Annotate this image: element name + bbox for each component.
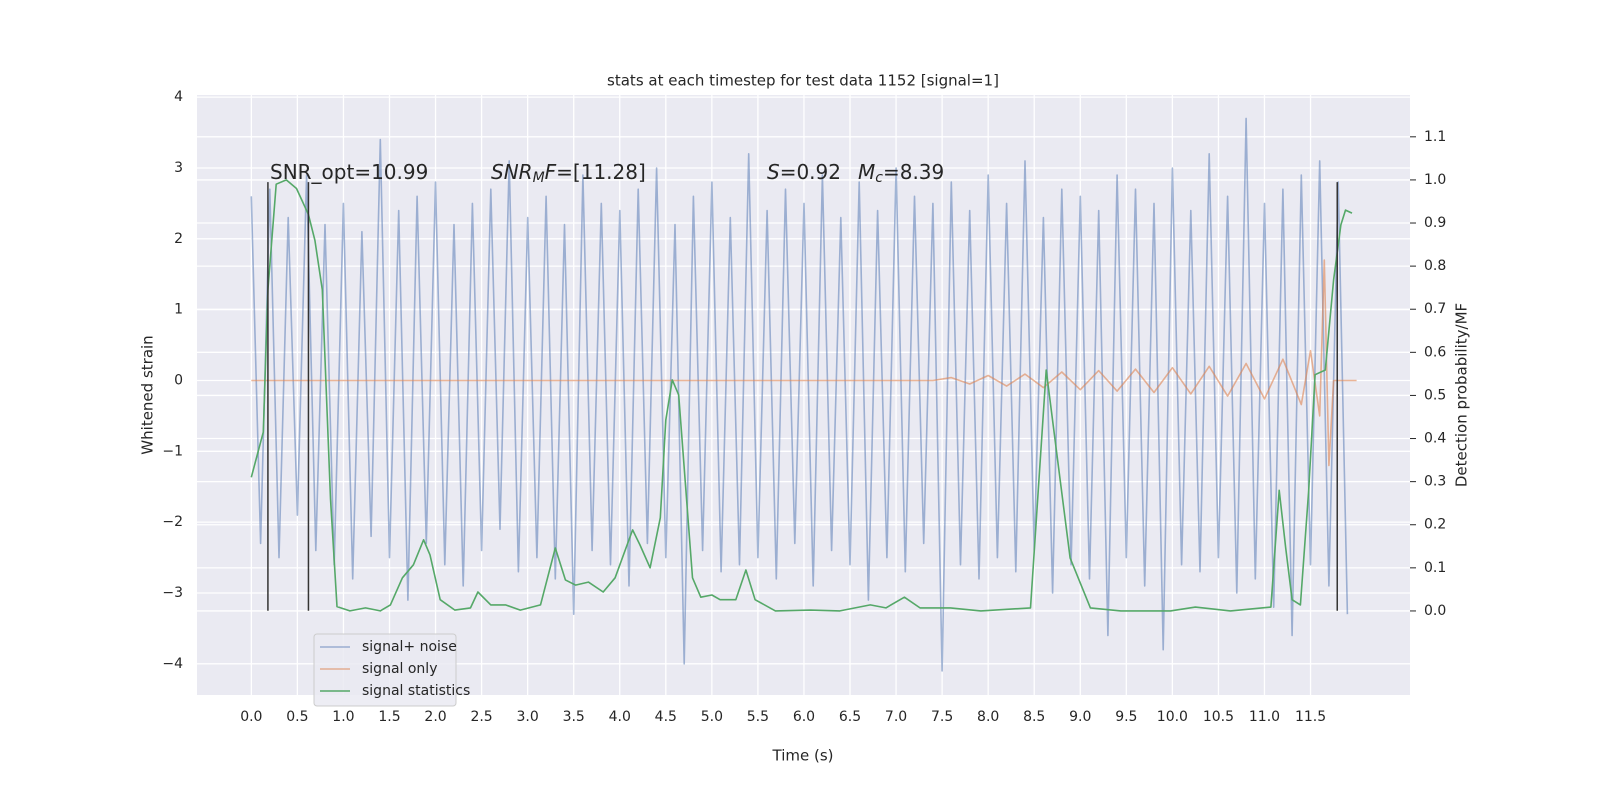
x-tick-label: 7.0 <box>885 709 907 725</box>
annotation-part: SNR <box>491 160 533 184</box>
annotation: Mc=8.39 <box>858 160 944 187</box>
y-tick-label: 4 <box>174 89 183 105</box>
legend-label: signal statistics <box>362 683 470 699</box>
x-tick-label: 9.5 <box>1115 709 1137 725</box>
annotation-part: =[11.28] <box>556 160 646 184</box>
x-axis-label: Time (s) <box>772 747 834 765</box>
x-tick-label: 2.0 <box>424 709 446 725</box>
y2-tick-label: 0.4 <box>1424 431 1446 447</box>
x-tick-label: 1.5 <box>378 709 400 725</box>
x-tick-label: 3.0 <box>517 709 539 725</box>
annotation-part: c <box>875 170 883 186</box>
annotation-part: F <box>545 160 557 184</box>
y-tick-label: 3 <box>174 160 183 176</box>
y-tick-label: −4 <box>162 656 183 672</box>
y2-tick-label: 0.7 <box>1424 301 1446 317</box>
x-tick-label: 10.0 <box>1157 709 1188 725</box>
x-tick-label: 4.0 <box>609 709 631 725</box>
legend-label: signal+ noise <box>362 639 457 655</box>
y2-tick-label: 0.9 <box>1424 215 1446 231</box>
chart-title: stats at each timestep for test data 115… <box>607 72 999 90</box>
annotation-part: =0.92 <box>780 160 841 184</box>
y2-tick-label: 0.2 <box>1424 517 1446 533</box>
x-tick-label: 8.0 <box>977 709 999 725</box>
x-tick-label: 11.5 <box>1295 709 1326 725</box>
x-tick-label: 0.0 <box>240 709 262 725</box>
y-tick-label: −1 <box>162 443 183 459</box>
y2-axis-label: Detection probability/MF <box>1453 303 1471 487</box>
y-tick-label: 2 <box>174 231 183 247</box>
y2-tick-label: 0.0 <box>1424 603 1446 619</box>
annotation-part: M <box>858 160 875 184</box>
y2-tick-label: 0.3 <box>1424 474 1446 490</box>
annotation-part: =8.39 <box>883 160 944 184</box>
y-axis-label: Whitened strain <box>139 335 157 454</box>
y-tick-label: −3 <box>162 585 183 601</box>
x-tick-label: 0.5 <box>286 709 308 725</box>
series-line <box>250 117 1349 672</box>
annotation-part: SNR_opt=10.99 <box>270 160 428 184</box>
x-tick-label: 10.5 <box>1203 709 1234 725</box>
x-tick-label: 9.0 <box>1069 709 1091 725</box>
annotation: S=0.92 <box>767 160 841 184</box>
annotation: SNR_opt=10.99 <box>270 160 428 184</box>
y2-tick-label: 0.5 <box>1424 387 1446 403</box>
x-tick-label: 8.5 <box>1023 709 1045 725</box>
x-tick-label: 6.0 <box>793 709 815 725</box>
y2-tick-label: 0.8 <box>1424 258 1446 274</box>
x-tick-label: 5.5 <box>747 709 769 725</box>
x-tick-label: 4.5 <box>655 709 677 725</box>
x-tick-label: 11.0 <box>1249 709 1280 725</box>
x-tick-label: 7.5 <box>931 709 953 725</box>
legend-label: signal only <box>362 661 437 677</box>
series-line <box>250 179 1353 612</box>
legend <box>313 633 457 707</box>
y2-tick-label: 0.6 <box>1424 344 1446 360</box>
y-tick-label: −2 <box>162 514 183 530</box>
y2-tick-label: 1.1 <box>1424 129 1446 145</box>
y-tick-label: 1 <box>174 302 183 318</box>
annotation-part: S <box>767 160 780 184</box>
x-tick-label: 6.5 <box>839 709 861 725</box>
x-tick-label: 5.0 <box>701 709 723 725</box>
x-tick-label: 2.5 <box>470 709 492 725</box>
y2-tick-label: 0.1 <box>1424 560 1446 576</box>
annotation: SNRMF=[11.28] <box>491 160 646 187</box>
annotation-part: M <box>533 170 545 186</box>
x-tick-label: 3.5 <box>563 709 585 725</box>
y-tick-label: 0 <box>174 372 183 388</box>
x-tick-label: 1.0 <box>332 709 354 725</box>
y2-tick-label: 1.0 <box>1424 172 1446 188</box>
